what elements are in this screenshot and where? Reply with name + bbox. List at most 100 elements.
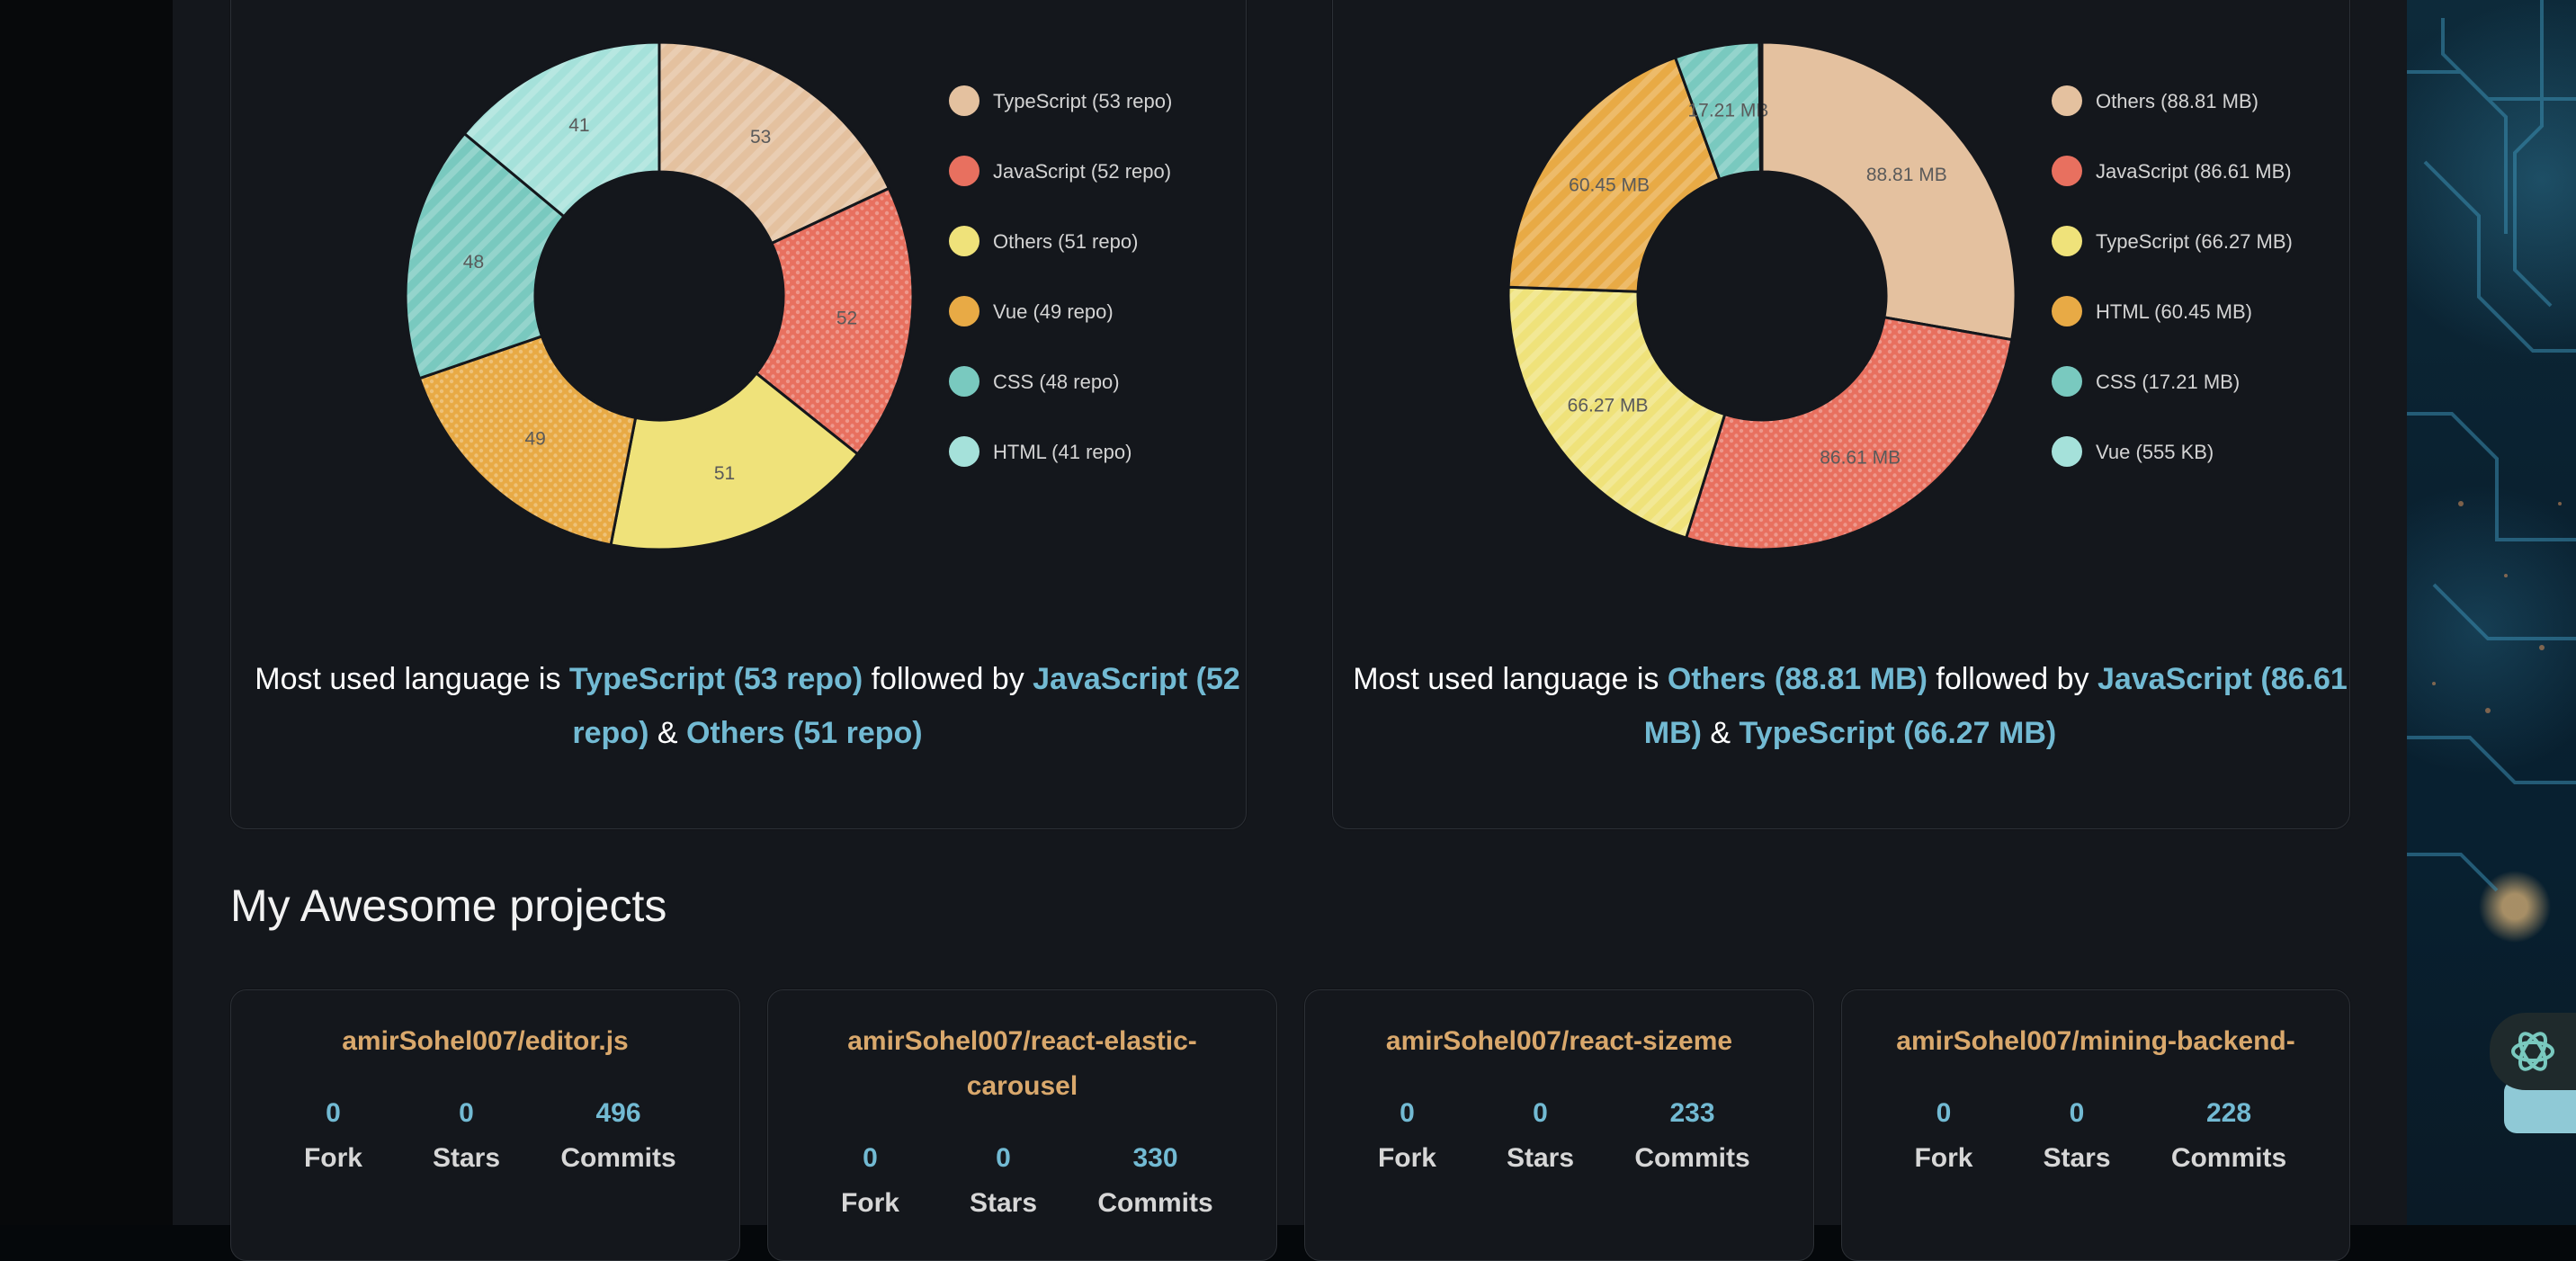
project-card[interactable]: amirSohel007/react-sizeme 0 Fork 0 Stars 2… (1304, 989, 1814, 1261)
legend-swatch (949, 85, 979, 116)
legend-item[interactable]: TypeScript (66.27 MB) (2096, 230, 2293, 253)
project-name-link[interactable]: amirSohel007/react-sizeme (1385, 1026, 1733, 1056)
summary-second-language: JavaScript (86.61 MB) (1643, 662, 2348, 750)
fork-stat: 0 Fork (1877, 1091, 2010, 1181)
project-card[interactable]: amirSohel007/editor.js 0 Fork 0 Stars 496 C… (230, 989, 740, 1261)
commits-label: Commits (1634, 1143, 1750, 1173)
project-stats: 0 Fork 0 Stars 330 Commits (768, 1136, 1276, 1226)
legend-item[interactable]: Others (88.81 MB) (2096, 90, 2258, 112)
slice-value-label: 41 (568, 115, 589, 136)
project-name-link[interactable]: amirSohel007/mining-backend- (1896, 1026, 2295, 1056)
slice-typescript[interactable] (657, 40, 891, 246)
commits-stat: 233 Commits (1607, 1091, 1778, 1181)
chat-assistant-button[interactable] (2490, 1013, 2576, 1090)
summary-third-language: Others (51 repo) (685, 716, 923, 750)
project-card[interactable]: amirSohel007/mining-backend- 0 Fork 0 Star… (1841, 989, 2350, 1261)
slice-html[interactable] (1507, 56, 1722, 293)
stars-count: 0 (2069, 1098, 2085, 1128)
fork-count: 0 (1936, 1098, 1952, 1128)
fork-count: 0 (1400, 1098, 1415, 1128)
summary-middle: followed by (1927, 662, 2097, 696)
circuit-pattern (2407, 0, 2576, 892)
donut-slices: 88.81 MB 86.61 MB 66.27 MB 60.45 MB 17.21 MB (1507, 40, 2017, 551)
donut-slices: 53 52 51 49 48 41 (404, 40, 915, 551)
chart-legend: TypeScript (53 repo) JavaScript (52 repo)… (949, 85, 1172, 467)
fork-label: Fork (303, 1143, 362, 1173)
legend-swatch (2052, 436, 2082, 467)
slice-vue[interactable] (1758, 40, 1764, 174)
stars-count: 0 (996, 1143, 1011, 1173)
summary-middle: followed by (863, 662, 1033, 696)
legend-swatch (949, 226, 979, 256)
legend-item[interactable]: JavaScript (86.61 MB) (2096, 160, 2292, 183)
slice-html[interactable] (462, 40, 661, 219)
legend-item[interactable]: Vue (555 KB) (2096, 441, 2214, 463)
slice-vue[interactable] (417, 334, 638, 547)
commits-label: Commits (2170, 1143, 2287, 1173)
commits-label: Commits (1097, 1188, 1213, 1218)
legend-item[interactable]: CSS (48 repo) (993, 371, 1120, 393)
legend-swatch (2052, 366, 2082, 397)
language-repo-summary: Most used language is TypeScript (53 rep… (249, 652, 1246, 760)
stars-count: 0 (1533, 1098, 1548, 1128)
slice-value-label: 49 (524, 428, 545, 449)
legend-swatch (949, 156, 979, 186)
summary-prefix: Most used language is (255, 662, 569, 696)
slice-others[interactable] (1760, 40, 2017, 342)
slice-value-label: 48 (463, 252, 484, 273)
legend-item[interactable]: JavaScript (52 repo) (993, 160, 1171, 183)
legend-item[interactable]: TypeScript (53 repo) (993, 90, 1172, 112)
legend-item[interactable]: Vue (49 repo) (993, 300, 1114, 323)
commits-count: 496 (595, 1098, 641, 1128)
fork-label: Fork (1914, 1143, 1973, 1173)
slice-others[interactable] (609, 371, 860, 551)
legend-item[interactable]: HTML (41 repo) (993, 441, 1131, 463)
legend-swatch (949, 436, 979, 467)
language-size-chart-card: 88.81 MB 86.61 MB 66.27 MB 60.45 MB 17.21 MB… (1332, 0, 2350, 829)
slice-value-label: 66.27 MB (1568, 395, 1649, 416)
commits-stat: 496 Commits (533, 1091, 704, 1181)
openai-logo-icon (2511, 1032, 2554, 1071)
slice-value-label: 60.45 MB (1569, 175, 1650, 196)
stars-stat: 0 Stars (2010, 1091, 2143, 1181)
slice-css[interactable] (404, 131, 567, 380)
slice-value-label: 88.81 MB (1866, 165, 1947, 185)
legend-item[interactable]: CSS (17.21 MB) (2096, 371, 2240, 393)
language-repo-chart-card: 53 52 51 49 48 41 TypeScript (53 repo) JavaScri… (230, 0, 1247, 829)
stars-label: Stars (432, 1143, 501, 1173)
commits-count: 233 (1669, 1098, 1715, 1128)
slice-value-label: 17.21 MB (1687, 100, 1768, 121)
project-stats: 0 Fork 0 Stars 233 Commits (1305, 1091, 1813, 1181)
legend-item[interactable]: Others (51 repo) (993, 230, 1138, 253)
fork-count: 0 (863, 1143, 878, 1173)
commits-stat: 228 Commits (2143, 1091, 2314, 1181)
project-stats: 0 Fork 0 Stars 496 Commits (231, 1091, 739, 1181)
slice-value-label: 51 (714, 463, 735, 484)
project-name-link[interactable]: amirSohel007/react-elastic-carousel (847, 1026, 1197, 1101)
summary-third-language: TypeScript (66.27 MB) (1739, 716, 2057, 750)
summary-first-language: Others (88.81 MB) (1667, 662, 1928, 696)
summary-amp: & (1701, 716, 1740, 750)
stars-label: Stars (1506, 1143, 1575, 1173)
project-stats: 0 Fork 0 Stars 228 Commits (1842, 1091, 2349, 1181)
stars-label: Stars (969, 1188, 1038, 1218)
language-repo-donut-chart: 53 52 51 49 48 41 TypeScript (53 repo) JavaScri… (404, 40, 1172, 551)
slice-javascript[interactable] (754, 186, 915, 456)
fork-stat: 0 Fork (804, 1136, 937, 1226)
legend-swatch (2052, 296, 2082, 326)
summary-first-language: TypeScript (53 repo) (568, 662, 863, 696)
slice-value-label: 52 (836, 309, 857, 329)
stars-count: 0 (459, 1098, 474, 1128)
project-card[interactable]: amirSohel007/react-elastic-carousel 0 For… (767, 989, 1277, 1261)
legend-swatch (2052, 85, 2082, 116)
commits-stat: 330 Commits (1070, 1136, 1241, 1226)
right-background-image (2407, 0, 2576, 1225)
slice-value-label: 53 (750, 127, 771, 148)
legend-item[interactable]: HTML (60.45 MB) (2096, 300, 2252, 323)
stars-label: Stars (2043, 1143, 2111, 1173)
project-name-link[interactable]: amirSohel007/editor.js (342, 1026, 629, 1056)
slice-javascript[interactable] (1684, 316, 2014, 551)
commits-count: 228 (2205, 1098, 2252, 1128)
slice-typescript[interactable] (1507, 285, 1727, 540)
summary-second-language: JavaScript (52 repo) (572, 662, 1240, 750)
